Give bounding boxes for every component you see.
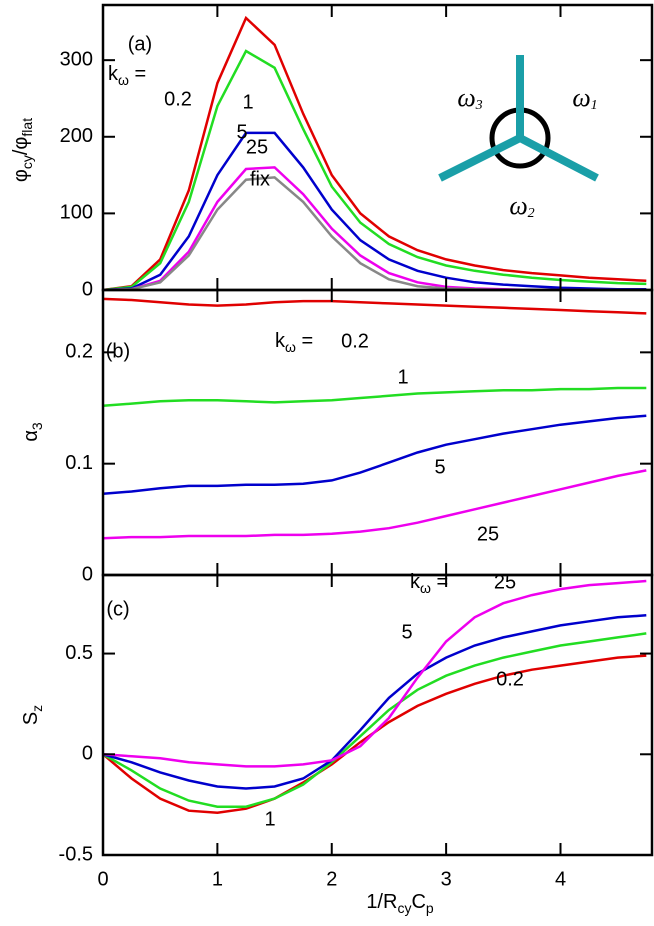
panel-label: (b) [106,340,130,362]
y-axis-label: α3 [20,422,44,442]
x-tick-label: 3 [441,868,452,890]
y-tick-label: 200 [60,125,93,147]
inset-label: ω2 [509,191,534,221]
series-label: 0.2 [496,668,524,690]
plot-area [103,297,647,540]
series-label: 0.2 [341,330,369,352]
panel-label: (a) [128,33,152,55]
data-line [103,297,647,315]
series-label: 5 [236,121,247,143]
tripod-icon [438,55,599,182]
data-line [103,166,647,290]
y-tick-label: 0.2 [65,341,93,363]
text-part: k [410,571,421,593]
plot-frame [101,573,654,857]
y-axis-label: Sz [20,705,44,725]
data-line [103,15,647,290]
text-part: 1/R [366,891,397,913]
y-tick-label: 0 [82,743,93,765]
data-line [103,654,647,814]
series-label: 1 [397,366,408,388]
text-part: φ [10,169,32,182]
text-part: 2 [528,206,535,221]
series-label: 5 [401,621,412,643]
series-label: 1 [242,91,253,113]
text-part: 1 [591,98,598,113]
icon-arm [518,134,599,182]
text-part: z [29,705,45,712]
series-label: 0.2 [164,88,192,110]
y-tick-label: 0.5 [65,642,93,664]
text-part: ω [285,339,296,355]
data-line [103,579,647,768]
text-part: ω [457,83,475,112]
text-part: ω [420,580,431,596]
text-part: = [129,63,146,85]
plot-frame [101,3,654,292]
text-part: cy [397,900,411,916]
inset-label: ω3 [457,83,482,113]
text-part: 3 [29,422,45,430]
annotation: kω = [108,63,146,87]
x-tick-label: 4 [555,868,566,890]
series-label: 5 [434,456,445,478]
x-tick-label: 2 [326,868,337,890]
annotation: kω = [275,330,313,354]
plot-frame [101,288,654,577]
data-line [103,614,647,790]
text-part: α [20,430,42,442]
y-tick-label: 0 [82,278,93,300]
series-label: 25 [477,523,499,545]
text-part: S [20,712,42,725]
plot-area [103,15,647,290]
text-part: C [411,891,425,913]
x-tick-label: 1 [212,868,223,890]
data-line [103,469,647,540]
text-part: ω [572,83,590,112]
y-tick-label: -0.5 [59,843,93,865]
text-part: ω [118,72,129,88]
data-line [103,386,647,408]
text-part: flat [19,118,35,137]
series-label: 25 [246,136,268,158]
icon-arm [438,134,522,182]
x-axis-label: 1/RcyCp [366,891,434,915]
series-label: fix [250,168,270,190]
text-part: = [431,571,448,593]
text-part: = [296,330,313,352]
data-line [103,414,647,495]
inset-label: ω1 [572,83,597,113]
data-line [103,131,647,290]
text-part: cy [19,155,35,169]
y-axis-label: φcy/φflat [10,118,34,182]
y-tick-label: 0.1 [65,452,93,474]
y-tick-label: 100 [60,202,93,224]
text-part: 3 [475,98,483,113]
plot-area [103,579,647,814]
data-line [103,49,647,290]
x-tick-label: 0 [97,868,108,890]
text-part: /φ [10,137,32,156]
text-part: k [108,63,119,85]
text-part: p [426,900,434,916]
panel-label: (c) [106,598,129,620]
series-label: 25 [494,571,516,593]
y-tick-label: 0 [82,563,93,585]
text-part: ω [509,191,527,220]
data-line [103,632,647,808]
text-part: k [275,330,286,352]
y-tick-label: 300 [60,48,93,70]
annotation: kω = [410,571,448,595]
data-line [103,176,647,290]
series-label: 1 [264,808,275,830]
